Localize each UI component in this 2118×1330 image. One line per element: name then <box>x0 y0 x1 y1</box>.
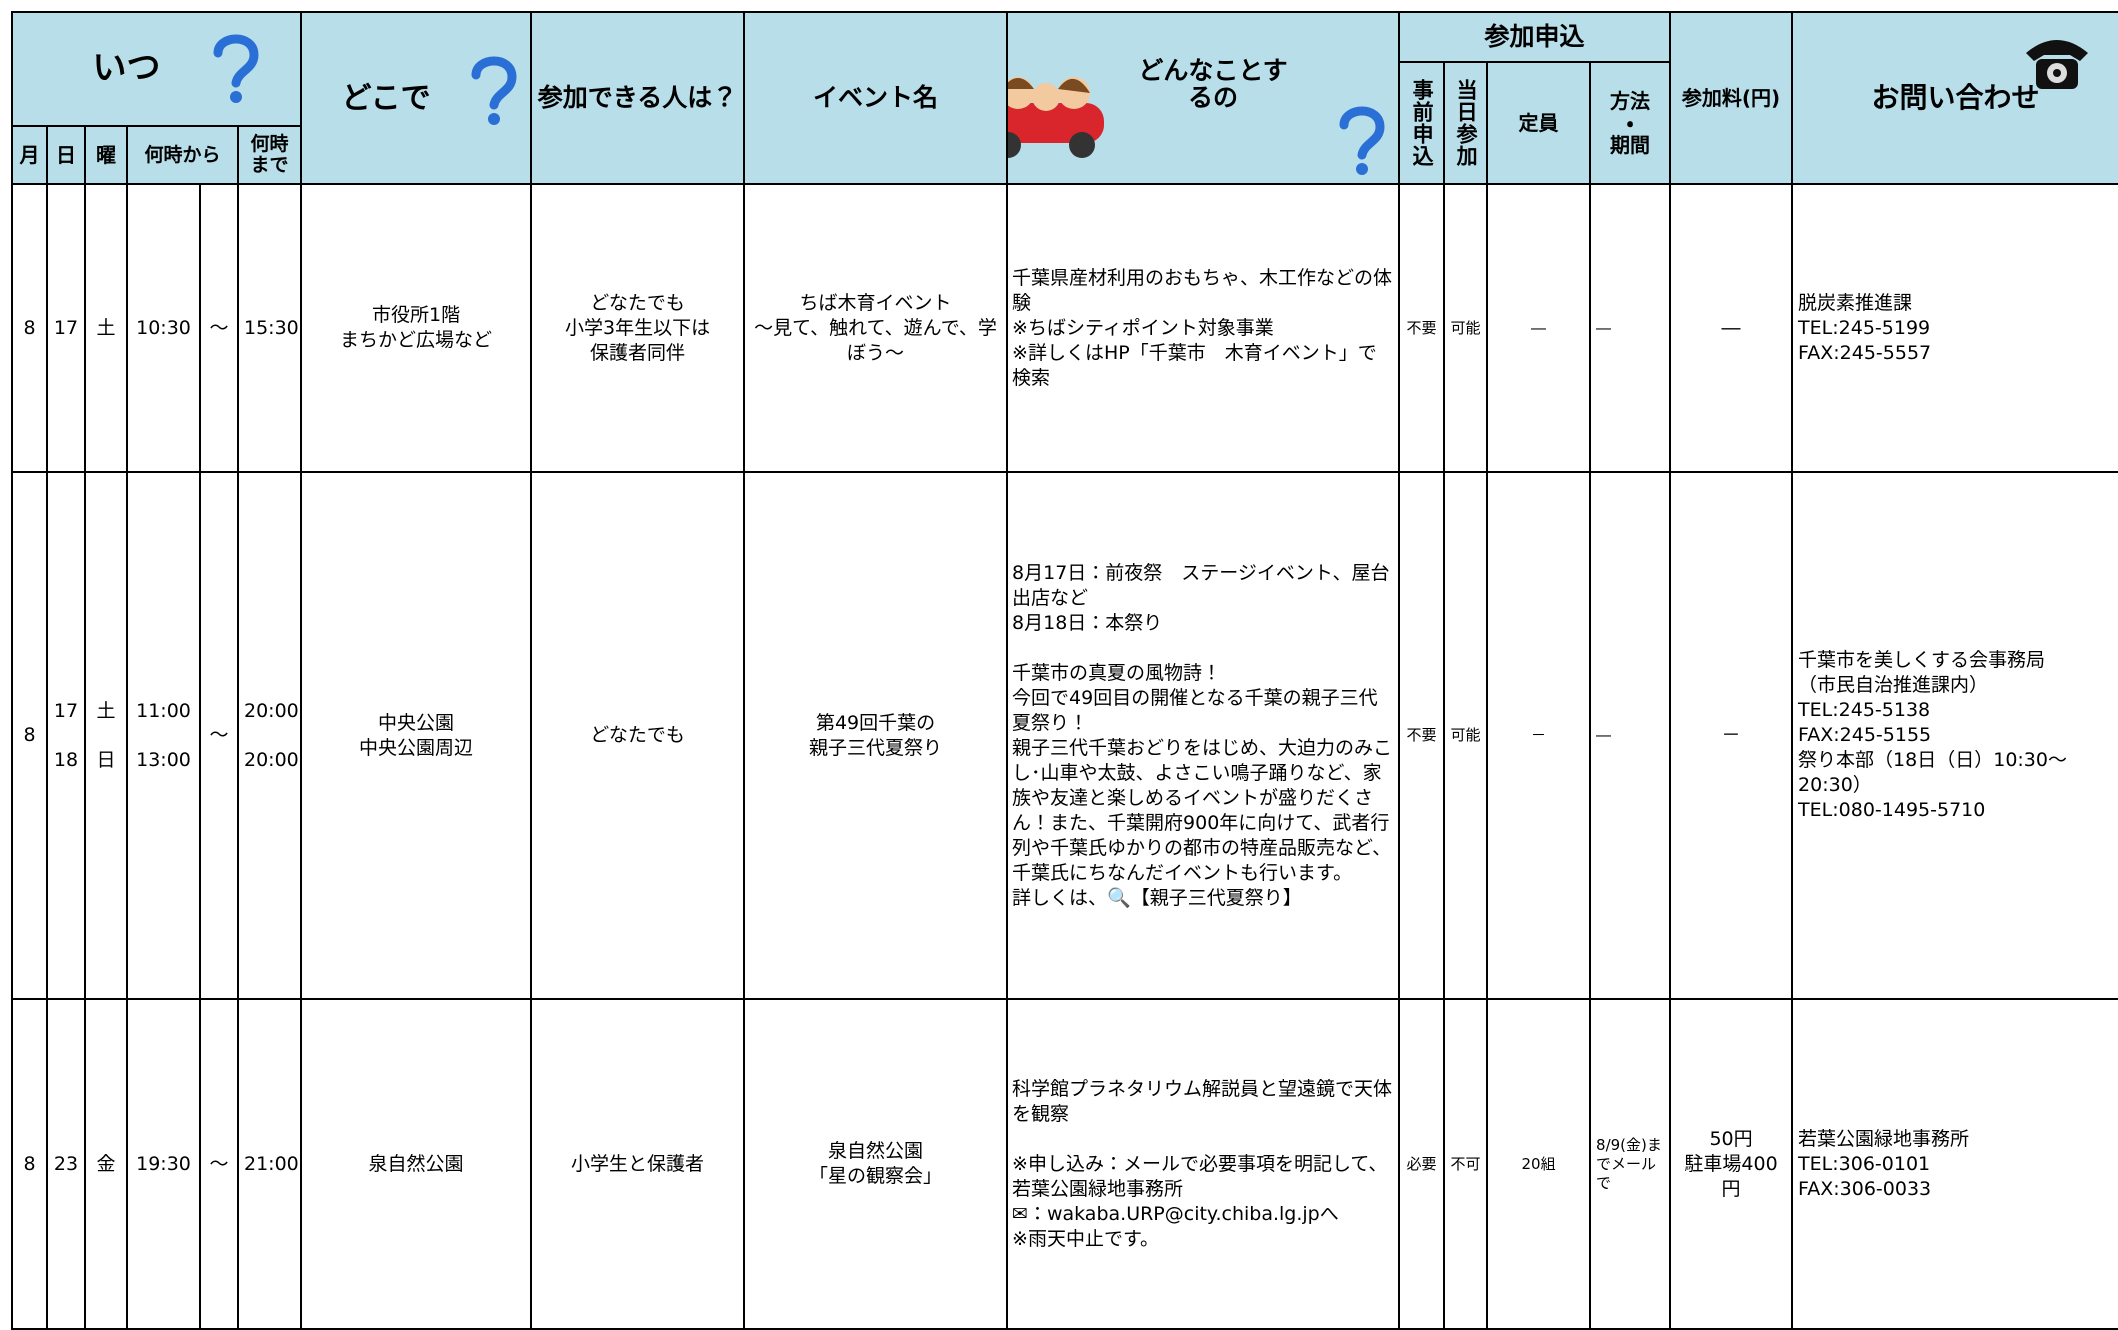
header-capacity: 定員 <box>1486 61 1592 185</box>
header-month: 月 <box>11 125 48 185</box>
event-table: いつ どこで 参加できる人は？ イベント名 どんなことするの 参加申込 参加料(… <box>10 11 2118 1330</box>
phone-icon <box>2026 40 2089 89</box>
cell-advance: 不要 <box>1398 183 1446 473</box>
car-illustration <box>1009 77 1105 158</box>
weekday-item: 土 <box>96 316 116 339</box>
header-day: 日 <box>46 125 86 185</box>
header-text: どんなことするの <box>1138 55 1288 113</box>
weekday-item: 土 <box>96 699 116 722</box>
question-icon <box>471 56 517 125</box>
cell-contact: 脱炭素推進課 TEL:245-5199 FAX:245-5557 <box>1791 183 2118 473</box>
day-item: 17 <box>53 316 79 339</box>
cell-day: 23 <box>46 998 86 1330</box>
header-advance: 事前申込 <box>1398 61 1446 185</box>
cell-tilde: ～ <box>199 998 239 1330</box>
cell-method: 8/9(金)までメールで <box>1589 998 1672 1330</box>
cell-where: 市役所1階 まちかど広場など <box>300 183 533 473</box>
cell-weekday: 土 <box>84 183 128 473</box>
from-item: 13:00 <box>136 748 191 771</box>
cell-tilde: ～ <box>199 471 239 1000</box>
cell-capacity: 20組 <box>1486 998 1592 1330</box>
question-icon <box>1339 106 1385 175</box>
table-body: 8 17 土 10:30 ～ 15:30 市役所1階 まちかど広場など どなたでも 小学3年生… <box>11 183 2118 1330</box>
cell-event: 泉自然公園 「星の観察会」 <box>743 998 1009 1330</box>
cell-fee: 50円 駐車場400円 <box>1669 998 1794 1330</box>
header-weekday: 曜 <box>84 125 128 185</box>
header-text: どこで <box>341 80 431 116</box>
to-item: 15:30 <box>244 316 299 339</box>
question-icon <box>213 34 259 103</box>
header-text: お問い合わせ <box>1871 80 2040 114</box>
weekday-item: 金 <box>96 1152 116 1175</box>
header-to: 何時まで <box>236 125 303 185</box>
cell-from: 11:00 13:00 <box>126 471 201 1000</box>
cell-who: 小学生と保護者 <box>530 998 746 1330</box>
weekday-item: 日 <box>96 748 116 771</box>
header-when: いつ <box>10 11 303 127</box>
to-item: 20:00 <box>244 748 299 771</box>
cell-where: 中央公園 中央公園周辺 <box>300 471 533 1000</box>
cell-method: ― <box>1589 183 1672 473</box>
header-apply: 参加申込 <box>1398 11 1672 63</box>
cell-from: 10:30 <box>126 183 201 473</box>
to-item: 21:00 <box>244 1152 299 1175</box>
header-from: 何時から <box>126 125 239 185</box>
cell-month: 8 <box>11 998 48 1330</box>
day-item: 23 <box>53 1152 79 1175</box>
table-row: 8 17 18 土日 11:00 13:00 ～ 20:00 20:00 中央公園 中央公園周辺ど… <box>11 471 2118 1000</box>
cell-event: ちば木育イベント ～見て、触れて、遊んで、学ぼう～ <box>743 183 1009 473</box>
cell-day: 17 18 <box>46 471 86 1000</box>
cell-to: 15:30 <box>236 183 303 473</box>
cell-method: ― <box>1589 471 1672 1000</box>
cell-contact: 千葉市を美しくする会事務局 （市民自治推進課内） TEL:245-5138 FA… <box>1791 471 2118 1000</box>
header-contact: お問い合わせ <box>1791 11 2118 185</box>
cell-event: 第49回千葉の 親子三代夏祭り <box>743 471 1009 1000</box>
cell-weekday: 土日 <box>84 471 128 1000</box>
cell-what: 科学館プラネタリウム解説員と望遠鏡で天体を観察 ※申し込み：メールで必要事項を明… <box>1006 998 1401 1330</box>
header-who: 参加できる人は？ <box>530 11 746 185</box>
cell-sameday: 可能 <box>1443 471 1489 1000</box>
cell-fee: － <box>1669 471 1794 1000</box>
cell-what: 8月17日：前夜祭 ステージイベント、屋台出店など 8月18日：本祭り 千葉市の… <box>1006 471 1401 1000</box>
cell-to: 21:00 <box>236 998 303 1330</box>
cell-tilde: ～ <box>199 183 239 473</box>
cell-to: 20:00 20:00 <box>236 471 303 1000</box>
header-fee: 参加料(円) <box>1669 11 1794 185</box>
cell-month: 8 <box>11 471 48 1000</box>
cell-day: 17 <box>46 183 86 473</box>
header-sameday: 当日参加 <box>1443 61 1489 185</box>
header-method: 方法 ・ 期間 <box>1589 61 1672 185</box>
cell-capacity: － <box>1486 471 1592 1000</box>
cell-advance: 必要 <box>1398 998 1446 1330</box>
from-item: 11:00 <box>136 699 191 722</box>
from-item: 19:30 <box>136 1152 191 1175</box>
cell-who: どなたでも 小学3年生以下は 保護者同伴 <box>530 183 746 473</box>
from-item: 10:30 <box>136 316 191 339</box>
cell-what: 千葉県産材利用のおもちゃ、木工作などの体験 ※ちばシティポイント対象事業 ※詳し… <box>1006 183 1401 473</box>
cell-advance: 不要 <box>1398 471 1446 1000</box>
table-row: 8 23 金 19:30 ～ 21:00 泉自然公園 小学生と保護者 泉自然公園 「星の観察会」… <box>11 998 2118 1330</box>
cell-sameday: 可能 <box>1443 183 1489 473</box>
header-event: イベント名 <box>743 11 1009 185</box>
header-text: いつ <box>92 48 161 89</box>
cell-sameday: 不可 <box>1443 998 1489 1330</box>
cell-contact: 若葉公園緑地事務所 TEL:306-0101 FAX:306-0033 <box>1791 998 2118 1330</box>
to-item: 20:00 <box>244 699 299 722</box>
cell-where: 泉自然公園 <box>300 998 533 1330</box>
cell-month: 8 <box>11 183 48 473</box>
cell-who: どなたでも <box>530 471 746 1000</box>
day-item: 18 <box>53 748 79 771</box>
header-where: どこで <box>300 11 533 185</box>
cell-weekday: 金 <box>84 998 128 1330</box>
table-row: 8 17 土 10:30 ～ 15:30 市役所1階 まちかど広場など どなたでも 小学3年生… <box>11 183 2118 473</box>
day-item: 17 <box>53 699 79 722</box>
cell-fee: ― <box>1669 183 1794 473</box>
cell-from: 19:30 <box>126 998 201 1330</box>
cell-capacity: ― <box>1486 183 1592 473</box>
header-what: どんなことするの <box>1006 11 1401 185</box>
